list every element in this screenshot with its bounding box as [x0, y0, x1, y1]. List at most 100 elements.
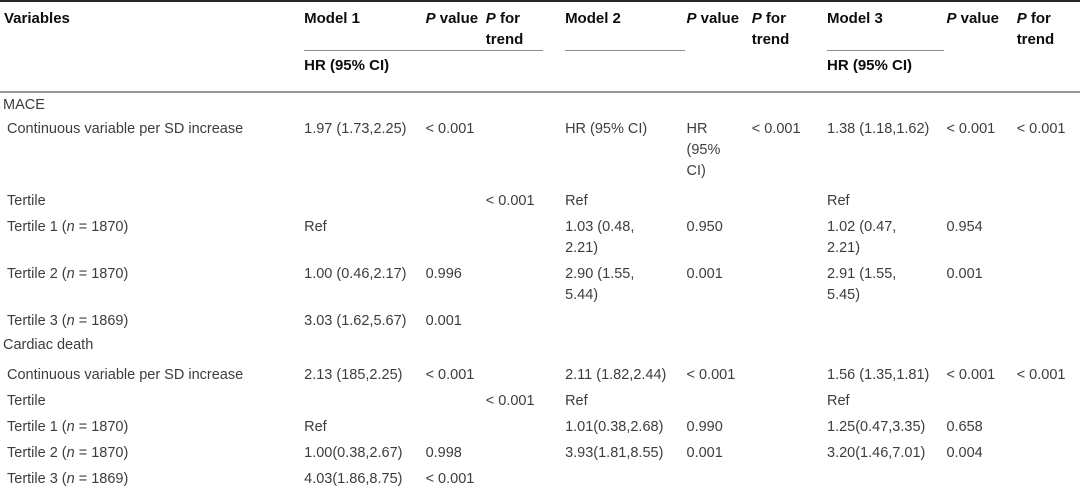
hr-ci-cell: 1.38 (1.18,1.62): [827, 121, 930, 137]
p-trend-cell: < 0.001: [485, 393, 535, 409]
table-row: Tertile 3 (n = 1869) 3.03 (1.62,5.67) 0.…: [0, 307, 1080, 333]
p-trend-cell: [486, 307, 565, 333]
col-header-pvalue-1: P value: [425, 0, 486, 50]
hr-ci-cell: 1.00(0.38,2.67): [304, 445, 403, 461]
p-value-cell: [946, 307, 1016, 333]
col-header-model3: Model 3: [827, 0, 947, 50]
p-value-cell: 0.001: [425, 313, 462, 329]
row-label: Tertile 3 (n = 1869): [7, 471, 129, 487]
row-label: Continuous variable per SD increase: [7, 367, 244, 383]
p-trend-cell: [486, 439, 565, 465]
subheader-row: HR (95% CI) HR (95% CI): [0, 50, 1080, 93]
p-trend-cell: < 0.001: [1016, 121, 1066, 137]
table-row: Tertile < 0.001 Ref Ref: [0, 387, 1080, 413]
p-value-cell: [946, 387, 1016, 413]
hr-ci-cell: Ref: [827, 393, 850, 409]
col-header-variables: Variables: [0, 0, 305, 50]
p-trend-cell: [1017, 413, 1080, 439]
table-row: Tertile < 0.001 Ref Ref: [0, 187, 1080, 213]
p-trend-cell: < 0.001: [1016, 367, 1066, 383]
hr-ci-cell: [565, 465, 686, 491]
p-trend-cell: [486, 465, 565, 491]
subheader-hr-ci-model3: HR (95% CI): [827, 50, 945, 76]
table-row: Tertile 2 (n = 1870) 1.00(0.38,2.67) 0.9…: [0, 439, 1080, 465]
table-row: Tertile 3 (n = 1869) 4.03(1.86,8.75) < 0…: [0, 465, 1080, 491]
p-value-cell: [946, 187, 1016, 213]
hr-ci-cell: 2.91 (1.55, 5.45): [827, 266, 897, 303]
hr-ci-cell: 1.02 (0.47, 2.21): [827, 219, 897, 256]
hr-ci-cell: 2.90 (1.55, 5.44): [565, 266, 635, 303]
hr-ci-cell: HR (95% CI): [565, 121, 648, 137]
p-value-cell: 0.001: [686, 445, 723, 461]
table-row: Continuous variable per SD increase 2.13…: [0, 361, 1080, 387]
col-header-model1: Model 1: [304, 0, 426, 50]
hr-ci-cell: 1.03 (0.48, 2.21): [565, 219, 635, 256]
p-trend-cell: [752, 260, 827, 307]
p-trend-cell: [1017, 307, 1080, 333]
p-value-cell: HR (95% CI): [686, 121, 721, 179]
hr-ci-cell: 3.20(1.46,7.01): [827, 445, 926, 461]
p-trend-cell: [752, 413, 827, 439]
hr-ci-cell: 1.25(0.47,3.35): [827, 419, 926, 435]
p-value-cell: 0.998: [425, 445, 462, 461]
row-label: Tertile 2 (n = 1870): [7, 266, 129, 282]
p-value-cell: < 0.001: [946, 121, 996, 137]
hr-ci-cell: 1.01(0.38,2.68): [565, 419, 664, 435]
subheader-model3-group: HR (95% CI): [827, 50, 947, 93]
col-header-ptrend-2: P for trend: [751, 0, 827, 50]
section-row-mace: MACE: [0, 92, 1080, 116]
p-value-cell: 0.954: [946, 219, 983, 235]
p-trend-cell: [1017, 465, 1080, 491]
p-value-cell: 0.990: [686, 419, 723, 435]
hr-ci-cell: [827, 307, 946, 333]
hr-ci-cell: 1.56 (1.35,1.81): [827, 367, 930, 383]
p-trend-cell: [752, 307, 827, 333]
hr-ci-cell: 3.03 (1.62,5.67): [304, 313, 407, 329]
p-trend-cell: [1017, 439, 1080, 465]
subheader-model2-group: [565, 50, 687, 93]
hr-ci-cell: Ref: [304, 219, 327, 235]
p-trend-cell: [752, 213, 827, 260]
p-trend-cell: [1017, 387, 1080, 413]
p-trend-cell: [1017, 260, 1080, 307]
p-value-cell: [426, 413, 486, 439]
col-header-model2: Model 2: [565, 0, 687, 50]
section-row-cardiac-death: Cardiac death: [0, 333, 1080, 361]
p-value-cell: < 0.001: [425, 367, 475, 383]
section-label: MACE: [3, 97, 45, 113]
section-label: Cardiac death: [3, 337, 94, 353]
hr-ci-cell: Ref: [304, 419, 327, 435]
p-trend-cell: < 0.001: [751, 121, 801, 137]
p-value-cell: 0.658: [946, 419, 983, 435]
p-value-cell: [426, 187, 486, 213]
subheader-spacer: [0, 50, 305, 93]
p-value-cell: [687, 465, 752, 491]
header-row: Variables Model 1 P value P for trend Mod…: [0, 0, 1080, 50]
row-label: Tertile 2 (n = 1870): [7, 445, 129, 461]
p-value-cell: 0.996: [425, 266, 462, 282]
p-trend-cell: [752, 387, 827, 413]
p-trend-cell: [1017, 187, 1080, 213]
row-label: Tertile: [7, 393, 46, 409]
col-header-ptrend-1: P for trend: [485, 0, 566, 50]
p-value-cell: 0.001: [946, 266, 983, 282]
row-label: Tertile 1 (n = 1870): [7, 419, 129, 435]
row-label: Continuous variable per SD increase: [7, 121, 244, 137]
hr-ci-cell: 1.00 (0.46,2.17): [304, 266, 407, 282]
hr-ci-cell: Ref: [565, 393, 588, 409]
hr-ci-cell: [827, 465, 946, 491]
table-row: Tertile 1 (n = 1870) Ref 1.01(0.38,2.68)…: [0, 413, 1080, 439]
p-trend-cell: [486, 361, 565, 387]
p-trend-cell: [1017, 213, 1080, 260]
row-label: Tertile 1 (n = 1870): [7, 219, 129, 235]
hr-ci-cell: 2.13 (185,2.25): [304, 367, 403, 383]
row-label: Tertile: [7, 193, 46, 209]
col-header-ptrend-3: P for trend: [1016, 0, 1080, 50]
col-header-pvalue-3: P value: [946, 0, 1017, 50]
p-value-cell: < 0.001: [425, 121, 475, 137]
table-row: Tertile 2 (n = 1870) 1.00 (0.46,2.17) 0.…: [0, 260, 1080, 307]
p-value-cell: [426, 387, 486, 413]
p-value-cell: < 0.001: [686, 367, 736, 383]
